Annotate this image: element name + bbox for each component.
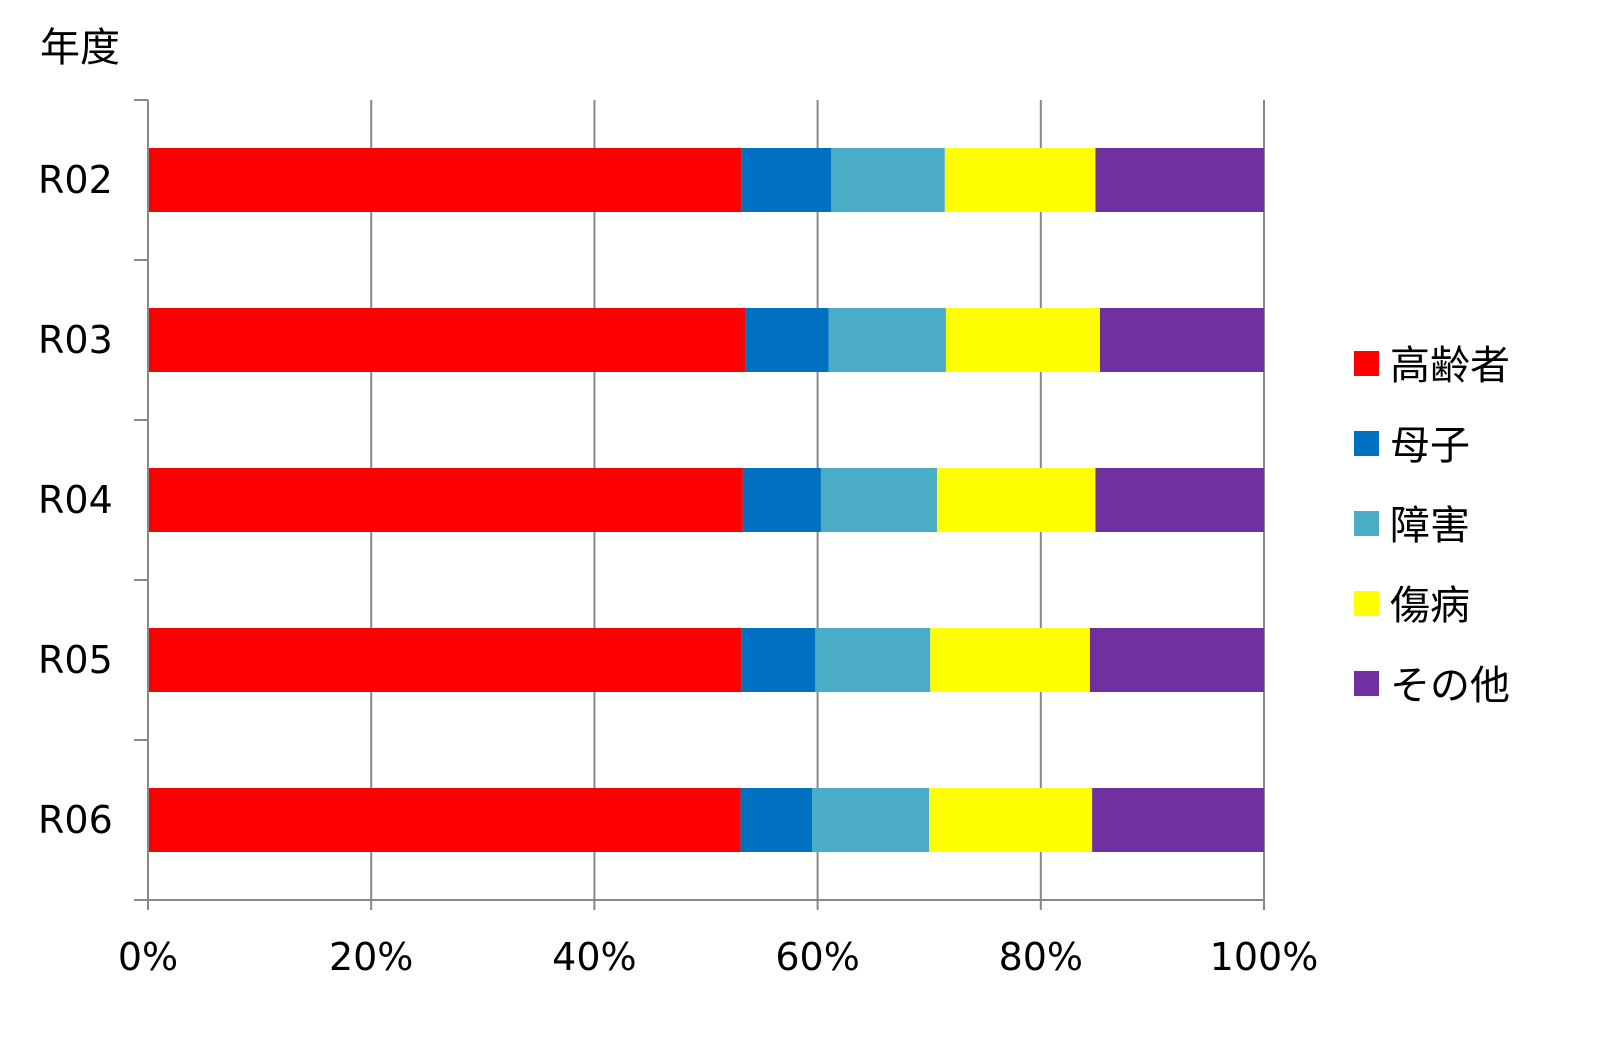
bar-segment	[929, 788, 1093, 852]
x-tick-label: 100%	[1210, 935, 1319, 979]
bar-segment	[820, 468, 938, 532]
x-tick-label: 20%	[329, 935, 413, 979]
x-tick-label: 80%	[999, 935, 1083, 979]
legend-swatch	[1354, 431, 1379, 456]
y-tick-label: R04	[38, 478, 113, 522]
y-tick-label: R06	[38, 798, 113, 842]
y-tick-label: R03	[38, 318, 113, 362]
legend-label: その他	[1390, 663, 1510, 709]
bar-segment	[148, 468, 743, 532]
bar-segment	[1092, 788, 1264, 852]
x-tick-label: 0%	[118, 935, 178, 979]
legend-label: 高齢者	[1390, 343, 1510, 389]
bar-segment	[1095, 148, 1264, 212]
bar-segment	[148, 308, 746, 372]
bar-segment	[830, 148, 945, 212]
x-tick-label: 40%	[552, 935, 636, 979]
bar-segment	[944, 148, 1096, 212]
bar-segment	[1089, 628, 1264, 692]
bar-segment	[740, 788, 813, 852]
bar-segment	[815, 628, 931, 692]
axes	[134, 99, 1264, 910]
bar-segment	[148, 628, 742, 692]
bar-segment	[741, 148, 831, 212]
y-axis-labels: R02 R03 R04 R05 R06	[38, 158, 113, 842]
bars	[148, 148, 1264, 852]
bar-segment	[812, 788, 930, 852]
legend-label: 障害	[1390, 503, 1470, 549]
bar-segment	[148, 788, 741, 852]
bar-segment	[937, 468, 1096, 532]
bar-segment	[1099, 308, 1264, 372]
legend-label: 母子	[1390, 423, 1470, 469]
y-tick-label: R02	[38, 158, 113, 202]
bar-segment	[741, 628, 816, 692]
bar-segment	[945, 308, 1100, 372]
legend-swatch	[1354, 591, 1379, 616]
bar-segment	[828, 308, 946, 372]
legend-swatch	[1354, 511, 1379, 536]
bar-segment	[1095, 468, 1264, 532]
bar-segment	[148, 148, 742, 212]
y-tick-label: R05	[38, 638, 113, 682]
bar-segment	[930, 628, 1090, 692]
bar-segment	[745, 308, 829, 372]
y-axis-title: 年度	[40, 25, 120, 71]
x-axis-labels: 0% 20% 40% 60% 80% 100%	[118, 935, 1318, 979]
legend-swatch	[1354, 671, 1379, 696]
legend-label: 傷病	[1390, 583, 1470, 629]
x-tick-label: 60%	[775, 935, 859, 979]
bar-segment	[742, 468, 821, 532]
legend-swatch	[1354, 351, 1379, 376]
